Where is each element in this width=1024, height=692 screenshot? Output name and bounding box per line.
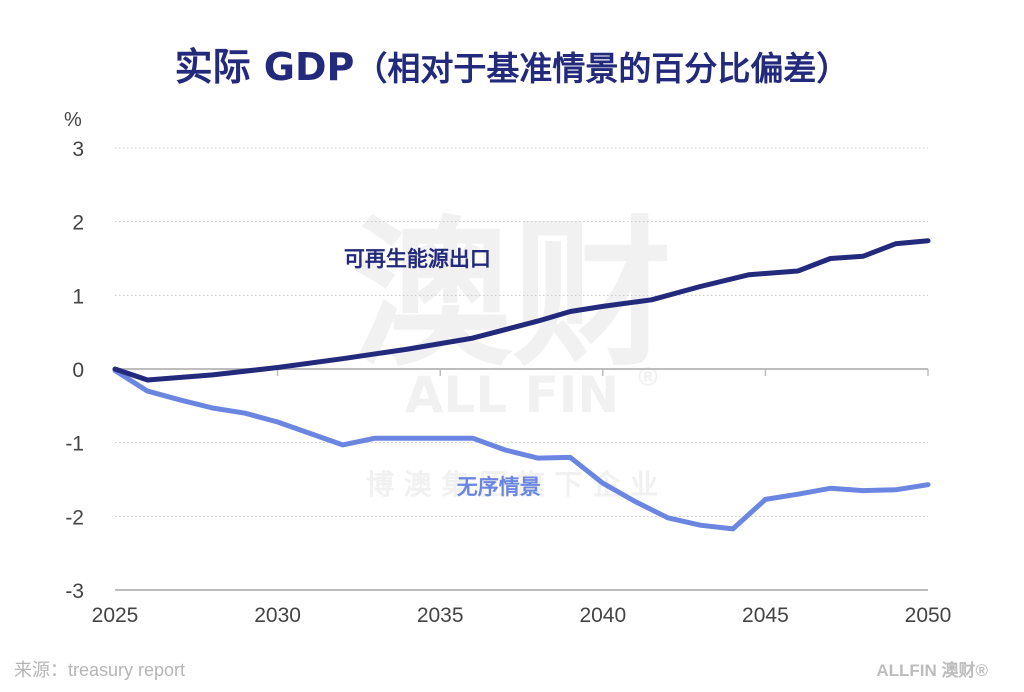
series-label-disorderly: 无序情景	[457, 475, 541, 499]
watermark-registered: ®	[635, 363, 661, 393]
footer-brand-logo: ALLFIN 澳财®	[876, 661, 988, 680]
y-tick-label: -1	[65, 433, 84, 456]
chart-title-sub: （相对于基准情景的百分比偏差）	[354, 49, 850, 88]
series-line-renewable-export	[112, 238, 931, 383]
series-group	[112, 238, 931, 532]
x-tick-label: 2035	[417, 604, 464, 627]
y-tick-label: 0	[72, 359, 84, 382]
watermark-main: 澳财	[352, 201, 672, 388]
series-line-disorderly	[112, 368, 931, 532]
y-axis-unit: %	[64, 109, 82, 131]
x-tick-label: 2030	[254, 604, 301, 627]
series-label-renewable-export: 可再生能源出口	[344, 247, 491, 271]
gridlines	[115, 147, 928, 591]
source-note: 来源：treasury report	[14, 660, 186, 680]
x-tick-label: 2045	[742, 604, 789, 627]
x-tick-label: 2025	[92, 604, 139, 627]
chart-title: 实际 GDP（相对于基准情景的百分比偏差）	[0, 36, 1024, 91]
watermark-brand: ALL FIN	[405, 366, 619, 424]
x-tick-label: 2040	[579, 604, 626, 627]
x-tick-label: 2050	[905, 604, 952, 627]
chart-title-main: 实际 GDP	[174, 45, 355, 89]
y-tick-label: -2	[65, 506, 84, 529]
y-tick-label: -3	[65, 580, 84, 603]
y-tick-label: 2	[72, 212, 84, 235]
y-tick-label: 1	[72, 285, 84, 308]
y-axis: 3 2 1 0 -1 -2 -3	[65, 138, 84, 603]
y-tick-label: 3	[72, 138, 84, 161]
series-labels: 无序情景 可再生能源出口	[344, 247, 541, 499]
x-axis: 2025 2030 2035 2040 2045 2050	[92, 369, 952, 627]
